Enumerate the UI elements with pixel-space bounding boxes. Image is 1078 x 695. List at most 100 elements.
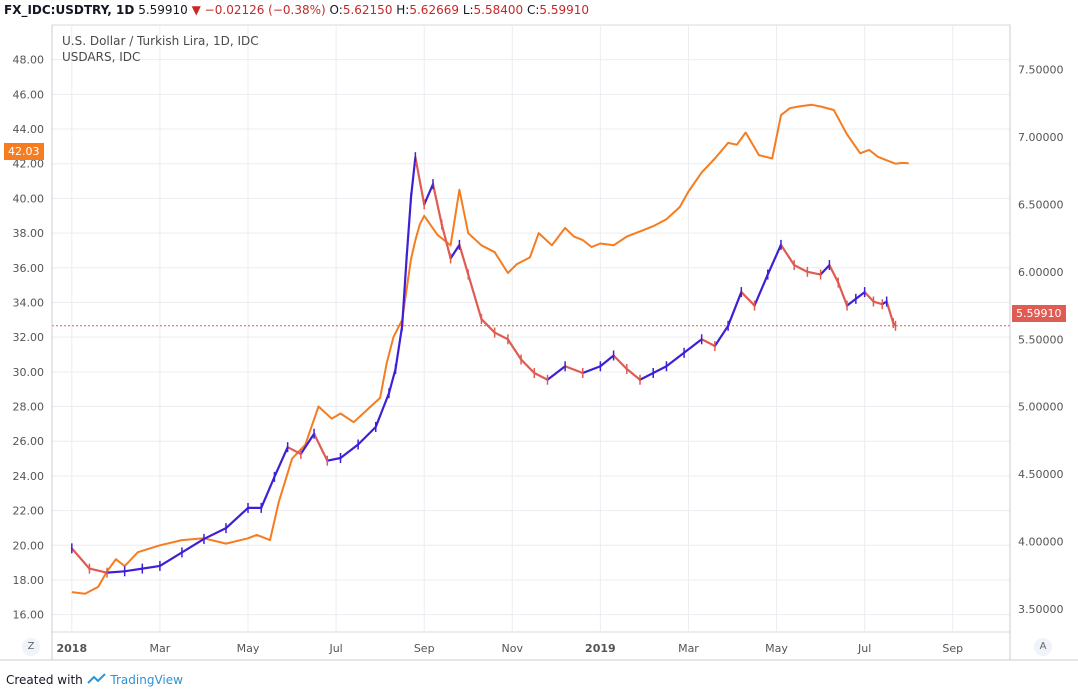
usdtry-segment xyxy=(387,367,397,395)
usdtry-segment xyxy=(700,338,716,348)
usdtry-segment xyxy=(374,392,391,429)
usdtry-segment xyxy=(599,354,615,368)
usdtry-segment xyxy=(260,475,276,510)
left-tick-label: 16.00 xyxy=(13,609,45,622)
left-tick-label: 20.00 xyxy=(13,539,45,552)
created-with-text: Created with xyxy=(6,673,83,687)
usdtry-segment xyxy=(440,223,452,260)
x-tick-label: May xyxy=(237,642,260,655)
usdtry-segment xyxy=(88,567,109,574)
usdtry-segment xyxy=(202,527,228,541)
legend-series-usdars[interactable]: USDARS, IDC xyxy=(62,50,141,64)
usdtry-segment xyxy=(394,324,404,371)
left-tick-label: 34.00 xyxy=(13,296,45,309)
usdars-series-line xyxy=(71,103,909,595)
usdtry-segment xyxy=(806,270,822,276)
usdtry-segment xyxy=(612,354,628,371)
open-label: O: xyxy=(329,3,343,17)
x-tick-label: Mar xyxy=(150,642,171,655)
usdtry-segment xyxy=(224,506,250,530)
usdtry-segment xyxy=(766,243,783,276)
left-tick-label: 18.00 xyxy=(13,574,45,587)
usdtry-segment xyxy=(564,365,584,375)
price-chart[interactable]: 16.00 18.00 20.00 22.00 24.00 26.00 28.00 30.00… xyxy=(0,0,1078,670)
tradingview-brand[interactable]: TradingView xyxy=(110,673,183,687)
right-tick-label: 5.00000 xyxy=(1018,401,1064,414)
left-tick-label: 38.00 xyxy=(13,227,45,240)
left-tick-label: 30.00 xyxy=(13,366,45,379)
usdtry-segment xyxy=(682,338,703,354)
usdtry-segment xyxy=(793,264,809,273)
symbol-header: FX_IDC:USDTRY, 1D 5.59910 ▼ −0.02126 (−0… xyxy=(4,3,589,17)
legend-series-usdtry[interactable]: U.S. Dollar / Turkish Lira, 1D, IDC xyxy=(62,34,259,48)
usdtry-segment xyxy=(665,351,686,368)
usdtry-segment xyxy=(401,257,408,327)
left-tick-label: 32.00 xyxy=(13,331,45,344)
usdtry-segment xyxy=(638,371,655,381)
usdtry-segment xyxy=(286,446,302,456)
x-tick-label: Jul xyxy=(328,642,342,655)
x-tick-label: Mar xyxy=(678,642,699,655)
usdtry-segment xyxy=(273,446,289,478)
left-tick-label: 28.00 xyxy=(13,401,45,414)
auto-scale-button[interactable]: A xyxy=(1034,638,1052,656)
usdtry-segment xyxy=(506,338,523,361)
usdtry-segment xyxy=(740,290,756,307)
tradingview-logo-icon xyxy=(86,673,107,688)
left-axis-last-value-badge: 42.03 xyxy=(4,143,44,160)
usdtry-segment xyxy=(828,264,840,284)
usdtry-segment xyxy=(123,567,144,573)
price-change: ▼ −0.02126 (−0.38%) xyxy=(191,3,326,17)
usdtry-segment xyxy=(180,537,206,554)
high-value: 5.62669 xyxy=(409,3,459,17)
usdtry-segment xyxy=(409,156,417,199)
x-tick-label: 2019 xyxy=(585,642,616,655)
left-tick-label: 26.00 xyxy=(13,435,45,448)
x-tick-label: Jul xyxy=(857,642,871,655)
usdtry-segment xyxy=(449,243,461,260)
right-tick-label: 4.50000 xyxy=(1018,468,1064,481)
symbol-label[interactable]: FX_IDC:USDTRY, 1D xyxy=(4,3,135,17)
close-value: 5.59910 xyxy=(539,3,590,17)
right-tick-label: 6.00000 xyxy=(1018,266,1064,279)
usdtry-segment xyxy=(339,443,360,460)
usdtry-segment xyxy=(819,264,831,276)
right-tick-label: 3.50000 xyxy=(1018,603,1064,616)
right-tick-label: 5.50000 xyxy=(1018,333,1064,346)
open-value: 5.62150 xyxy=(342,3,393,17)
left-tick-label: 42.00 xyxy=(13,158,45,171)
x-tick-label: May xyxy=(765,642,788,655)
usdtry-segment xyxy=(533,371,549,381)
last-price: 5.59910 xyxy=(138,3,188,17)
x-tick-label: Sep xyxy=(414,642,435,655)
usdtry-segment xyxy=(581,365,602,375)
usdtry-segment xyxy=(863,290,875,303)
usdtry-segment xyxy=(326,456,342,462)
right-tick-label: 7.50000 xyxy=(1018,64,1064,77)
usdtry-segment xyxy=(519,358,536,375)
zoom-corner-button[interactable]: Z xyxy=(22,638,40,656)
usdtry-segment xyxy=(837,281,849,307)
usdtry-segment xyxy=(779,243,796,267)
series-legend: U.S. Dollar / Turkish Lira, 1D, IDC USDA… xyxy=(62,33,259,65)
usdtry-segment xyxy=(423,183,435,206)
high-label: H: xyxy=(396,3,410,17)
x-tick-label: 2018 xyxy=(57,642,88,655)
x-tick-label: Nov xyxy=(502,642,524,655)
low-value: 5.58400 xyxy=(473,3,524,17)
usdtry-segment xyxy=(872,300,884,306)
usdtry-segment xyxy=(312,432,329,462)
left-tick-label: 24.00 xyxy=(13,470,45,483)
usdtry-segment xyxy=(480,317,496,334)
usdtry-segment xyxy=(458,243,470,276)
x-tick-label: Sep xyxy=(942,642,963,655)
usdtry-segment xyxy=(652,365,668,375)
usdtry-segment xyxy=(141,564,162,570)
right-tick-label: 4.00000 xyxy=(1018,536,1064,549)
usdtry-segment xyxy=(467,273,483,321)
usdtry-segment xyxy=(727,290,743,327)
right-axis-last-price-badge: 5.59910 xyxy=(1012,305,1066,322)
usdtry-segment xyxy=(625,367,642,381)
usdtry-segment xyxy=(753,273,769,307)
low-label: L: xyxy=(462,3,474,17)
